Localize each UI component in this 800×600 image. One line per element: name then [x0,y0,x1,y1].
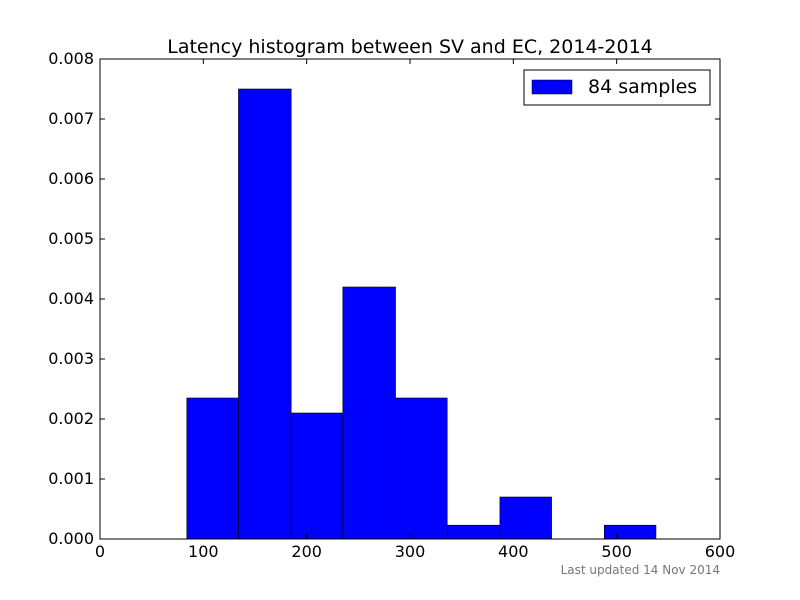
x-tick-label: 300 [395,542,426,561]
legend-label: 84 samples [588,76,697,98]
histogram-bar-4 [395,397,448,540]
y-tick-label: 0.004 [48,289,94,308]
legend-swatch [531,79,573,95]
x-tick-label: 400 [498,542,529,561]
bars-layer [186,88,657,540]
x-tick-label: 600 [705,542,736,561]
y-tick-label: 0.000 [48,529,94,548]
histogram-bar-2 [290,412,344,540]
y-tick-label: 0.001 [48,469,94,488]
histogram-bar-8 [603,524,657,540]
histogram-bar-1 [238,88,292,540]
x-tick-label: 500 [601,542,632,561]
y-tick-label: 0.005 [48,229,94,248]
y-tick-label: 0.006 [48,169,94,188]
y-tick-label: 0.007 [48,109,94,128]
legend: 84 samples [523,69,711,106]
histogram-bar-6 [499,496,552,540]
histogram-bar-5 [446,524,501,540]
x-tick-label: 200 [291,542,322,561]
x-tick-label: 100 [188,542,219,561]
plot-frame [99,58,721,540]
last-updated-note: Last updated 14 Nov 2014 [561,563,720,577]
histogram-bar-3 [342,286,396,540]
y-tick-label: 0.002 [48,409,94,428]
ticks-layer: 0 100 200 300 400 500 600 0.000 0.001 0.002 0.003 0… [48,49,735,561]
y-tick-label: 0.003 [48,349,94,368]
chart-title: Latency histogram between SV and EC, 201… [167,36,653,58]
x-tick-label: 0 [95,542,105,561]
histogram-bar-0 [186,397,239,540]
y-tick-label: 0.008 [48,49,94,68]
